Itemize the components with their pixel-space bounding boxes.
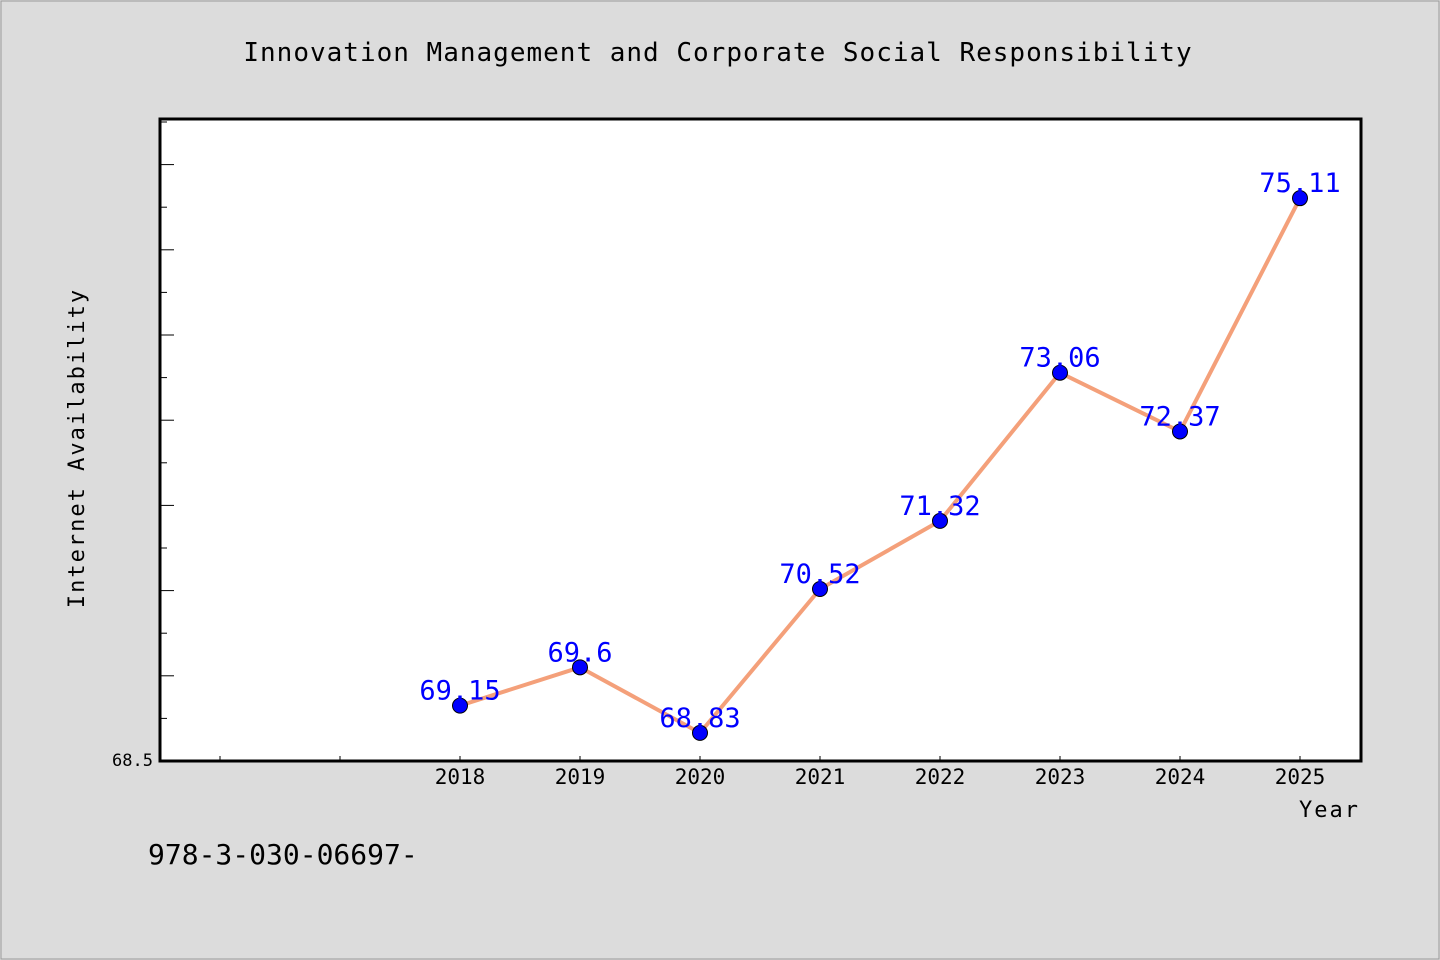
data-label: 68.83 [659, 703, 740, 734]
y-tick-label: 68.5 [112, 751, 153, 771]
x-tick-label: 2025 [1275, 765, 1326, 789]
series-layer [452, 190, 1308, 741]
data-point [1052, 364, 1068, 381]
x-tick-label: 2022 [915, 765, 966, 789]
data-point [812, 581, 828, 598]
x-tick-label: 2018 [435, 765, 486, 789]
data-point [572, 659, 588, 676]
x-tick-label: 2023 [1035, 765, 1086, 789]
data-point [1172, 423, 1188, 440]
data-label: 70.52 [779, 559, 860, 590]
data-label: 72.37 [1139, 401, 1220, 432]
chart-title: Innovation Management and Corporate Soci… [243, 38, 1192, 68]
plot-area [158, 117, 1363, 763]
data-label: 69.6 [547, 637, 612, 668]
x-tick-label: 2020 [675, 765, 726, 789]
y-axis-label: Internet Availability [65, 288, 90, 608]
isbn-text: 978-3-030-06697- [148, 838, 418, 871]
data-point [452, 697, 468, 714]
data-labels: 69.15 69.6 68.83 70.52 71.32 73.06 72.37 75.11 [419, 168, 1340, 734]
x-axis-ticks: 2018 2019 2020 2021 2022 2023 2024 2025 [219, 756, 1326, 789]
data-point [692, 724, 708, 741]
data-point [1292, 190, 1308, 207]
data-label: 71.32 [899, 491, 980, 522]
x-tick-label: 2021 [795, 765, 846, 789]
x-tick-label: 2024 [1155, 765, 1206, 789]
x-axis-label: Year [1299, 798, 1360, 823]
data-label: 73.06 [1019, 343, 1100, 374]
data-label: 75.11 [1259, 168, 1340, 199]
x-tick-label: 2019 [555, 765, 606, 789]
series-line [459, 197, 1302, 735]
data-label: 69.15 [419, 676, 500, 707]
y-axis-ticks [160, 121, 174, 762]
data-point [932, 512, 948, 529]
